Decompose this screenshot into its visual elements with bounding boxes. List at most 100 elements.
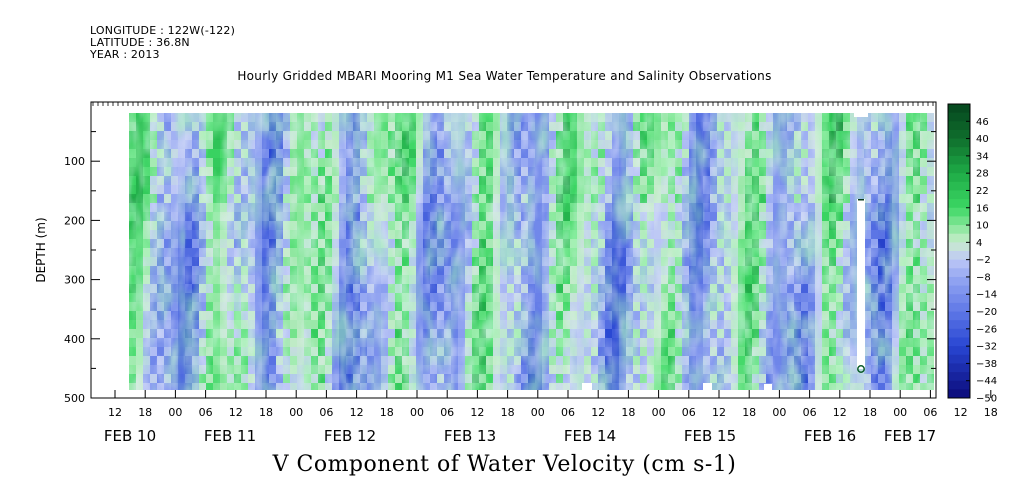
colorbar-bin (948, 276, 970, 286)
colorbar-label: −44 (976, 376, 997, 387)
colorbar-bin (948, 104, 970, 114)
colorbar-bin (948, 181, 970, 191)
latitude-label: LATITUDE : 36.8N (90, 36, 190, 49)
x-tick-label: 06 (561, 406, 575, 419)
colorbar-bin (948, 138, 970, 148)
x-tick-label: 12 (833, 406, 847, 419)
colorbar-bin (948, 320, 970, 330)
colorbar-frame (947, 103, 971, 399)
colorbar-label: −8 (976, 272, 991, 283)
colorbar-label: 40 (976, 134, 989, 145)
colorbar-label: −26 (976, 324, 997, 335)
x-date-label: FEB 14 (564, 427, 616, 445)
colorbar-bin (948, 268, 970, 278)
colorbar-label: −14 (976, 290, 997, 301)
x-tick-label: 18 (742, 406, 756, 419)
year-label: YEAR : 2013 (90, 48, 160, 61)
colorbar-label: 16 (976, 203, 989, 214)
colorbar-bin (948, 259, 970, 269)
colorbar-label: 34 (976, 151, 989, 162)
data-gap-top (854, 113, 868, 117)
x-tick-label: 06 (199, 406, 213, 419)
colorbar-label: −50 (976, 394, 997, 405)
x-tick-label: 12 (712, 406, 726, 419)
y-axis-title: DEPTH (m) (34, 217, 48, 282)
data-gap-edge (858, 199, 864, 201)
colorbar-bin (948, 302, 970, 312)
colorbar-label: 10 (976, 221, 989, 232)
data-gap-notch (764, 384, 772, 390)
colorbar-label: −38 (976, 359, 997, 370)
data-gap-notch (703, 383, 712, 390)
x-tick-label: 18 (380, 406, 394, 419)
x-tick-label: 18 (863, 406, 877, 419)
x-tick-label: 12 (954, 406, 968, 419)
colorbar-bin (948, 190, 970, 200)
x-tick-label: 06 (440, 406, 454, 419)
x-tick-label: 00 (289, 406, 303, 419)
x-axis: 12 18 00 06 12 18 00 06 12 18 00 06 12 18 00 06 12 18 00 06… (92, 102, 998, 445)
colorbar-bin (948, 311, 970, 321)
x-tick-label: 12 (591, 406, 605, 419)
x-tick-label: 12 (229, 406, 243, 419)
y-tick-label: 400 (64, 333, 85, 346)
y-tick-label: 200 (64, 214, 85, 227)
colorbar-bin (948, 233, 970, 243)
y-tick-label: 300 (64, 274, 85, 287)
x-date-label: FEB 17 (884, 427, 936, 445)
colorbar-bin (948, 389, 970, 399)
colorbar-bin (948, 225, 970, 235)
x-tick-label: 18 (138, 406, 152, 419)
y-tick-label: 100 (64, 155, 85, 168)
heatmap-texture-pale (129, 113, 934, 390)
colorbar-label: 4 (976, 238, 982, 249)
x-date-label: FEB 15 (684, 427, 736, 445)
colorbar-bin (948, 216, 970, 226)
colorbar-bin (948, 346, 970, 356)
colorbar-label: −20 (976, 307, 997, 318)
x-tick-label: 00 (893, 406, 907, 419)
x-date-label: FEB 12 (324, 427, 376, 445)
y-axis: 100 200 300 400 500 (64, 101, 936, 405)
colorbar-bin (948, 129, 970, 139)
data-gap-column (857, 199, 865, 369)
colorbar-bin (948, 207, 970, 217)
colorbar-bin (948, 164, 970, 174)
y-tick-label: 500 (64, 392, 85, 405)
colorbar-bin (948, 363, 970, 373)
colorbar-bin (948, 380, 970, 390)
colorbar-bin (948, 285, 970, 295)
colorbar-bin (948, 337, 970, 347)
x-tick-label: 18 (259, 406, 273, 419)
heatmap-plot-area (129, 113, 934, 390)
x-tick-label: 06 (682, 406, 696, 419)
x-tick-label: 06 (803, 406, 817, 419)
x-tick-label: 12 (350, 406, 364, 419)
colorbar-bin (948, 251, 970, 261)
x-date-label: FEB 11 (204, 427, 256, 445)
x-tick-label: 00 (772, 406, 786, 419)
x-date-label: FEB 16 (804, 427, 856, 445)
data-gap-marker (857, 365, 865, 373)
chart-title: Hourly Gridded MBARI Mooring M1 Sea Wate… (237, 69, 772, 83)
x-date-label: FEB 13 (444, 427, 496, 445)
x-tick-label: 12 (470, 406, 484, 419)
x-tick-label: 00 (652, 406, 666, 419)
x-tick-label: 06 (319, 406, 333, 419)
colorbar-label: −2 (976, 255, 991, 266)
colorbar-bin (948, 354, 970, 364)
colorbar-label: 22 (976, 186, 989, 197)
longitude-label: LONGITUDE : 122W(-122) (90, 24, 236, 37)
x-tick-label: 18 (501, 406, 515, 419)
colorbar-bin (948, 294, 970, 304)
x-date-label: FEB 10 (104, 427, 156, 445)
x-tick-label: 00 (410, 406, 424, 419)
colorbar-bin (948, 147, 970, 157)
colorbar-label: 28 (976, 169, 989, 180)
colorbar-bin (948, 372, 970, 382)
x-tick-label: 06 (923, 406, 937, 419)
x-tick-label: 18 (621, 406, 635, 419)
colorbar-bin (948, 242, 970, 252)
colorbar-bin (948, 199, 970, 209)
